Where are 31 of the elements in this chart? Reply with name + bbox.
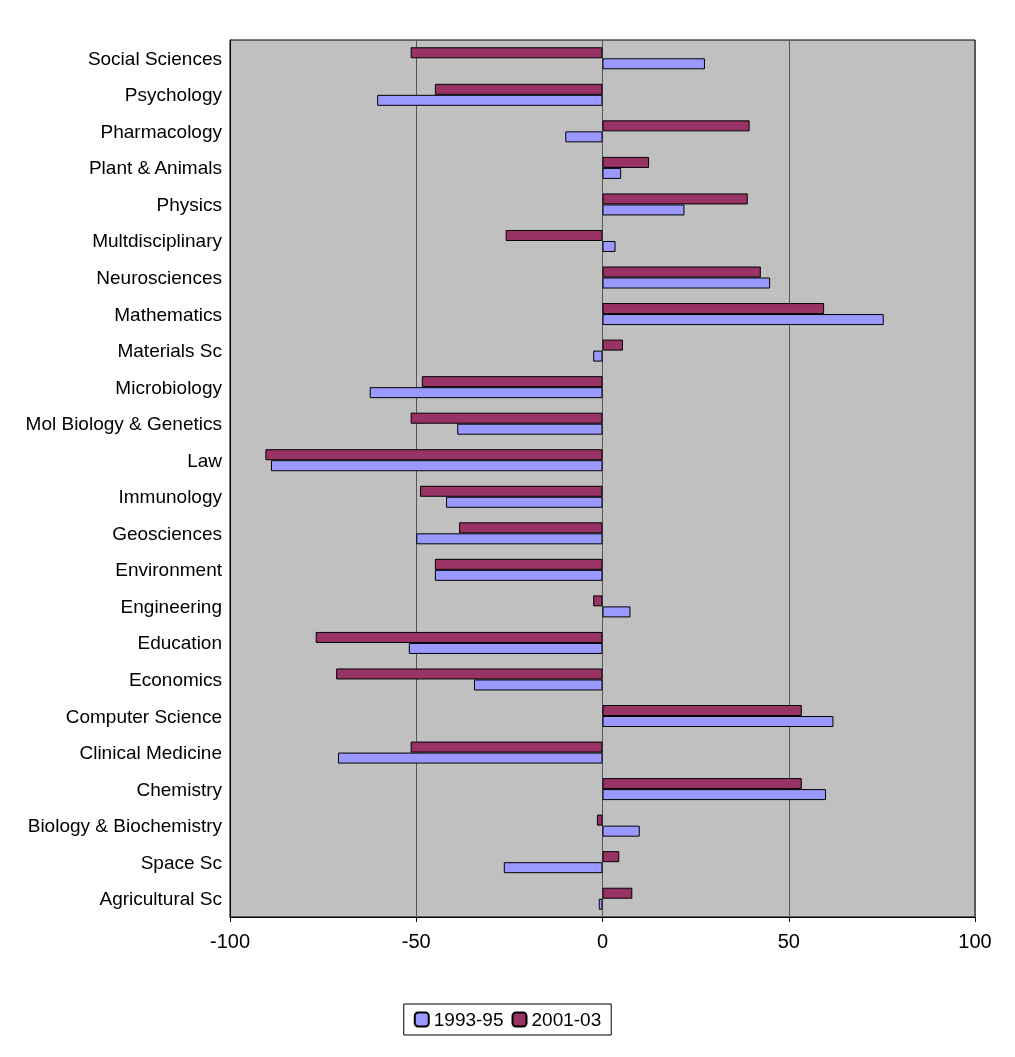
y-tick-label: Immunology bbox=[118, 486, 223, 508]
y-tick-label: Law bbox=[187, 449, 223, 471]
y-tick-label: Multdisciplinary bbox=[92, 230, 223, 252]
y-tick-label: Pharmacology bbox=[100, 120, 223, 142]
legend-label: 2001-03 bbox=[531, 1009, 602, 1030]
x-tick-label: 100 bbox=[958, 930, 992, 952]
y-tick-label: Mol Biology & Genetics bbox=[25, 413, 222, 435]
y-tick-label: Clinical Medicine bbox=[79, 742, 222, 764]
y-tick-label: Agricultural Sc bbox=[99, 888, 222, 910]
x-tick-label: -50 bbox=[401, 930, 431, 952]
y-tick-label: Physics bbox=[156, 193, 222, 215]
y-tick-label: Biology & Biochemistry bbox=[27, 815, 223, 837]
y-tick-label: Mathematics bbox=[114, 303, 222, 325]
y-tick-label: Space Sc bbox=[140, 851, 222, 873]
y-tick-label: Engineering bbox=[120, 595, 222, 617]
y-tick-label: Computer Science bbox=[65, 705, 222, 727]
y-tick-label: Education bbox=[137, 632, 222, 654]
y-tick-label: Social Sciences bbox=[87, 47, 222, 69]
legend-label: 1993-95 bbox=[433, 1009, 504, 1030]
x-tick-label: -100 bbox=[209, 930, 251, 952]
y-tick-label: Microbiology bbox=[115, 376, 223, 398]
x-tick-label: 0 bbox=[596, 930, 609, 952]
y-tick-label: Neurosciences bbox=[96, 267, 222, 289]
y-tick-label: Geosciences bbox=[112, 522, 222, 544]
y-tick-label: Environment bbox=[115, 559, 223, 581]
y-tick-label: Chemistry bbox=[136, 778, 223, 800]
y-tick-label: Psychology bbox=[124, 84, 223, 106]
x-tick-label: 50 bbox=[777, 930, 800, 952]
y-tick-label: Economics bbox=[129, 668, 222, 690]
y-tick-label: Plant & Animals bbox=[88, 157, 222, 179]
y-tick-label: Materials Sc bbox=[117, 340, 222, 362]
